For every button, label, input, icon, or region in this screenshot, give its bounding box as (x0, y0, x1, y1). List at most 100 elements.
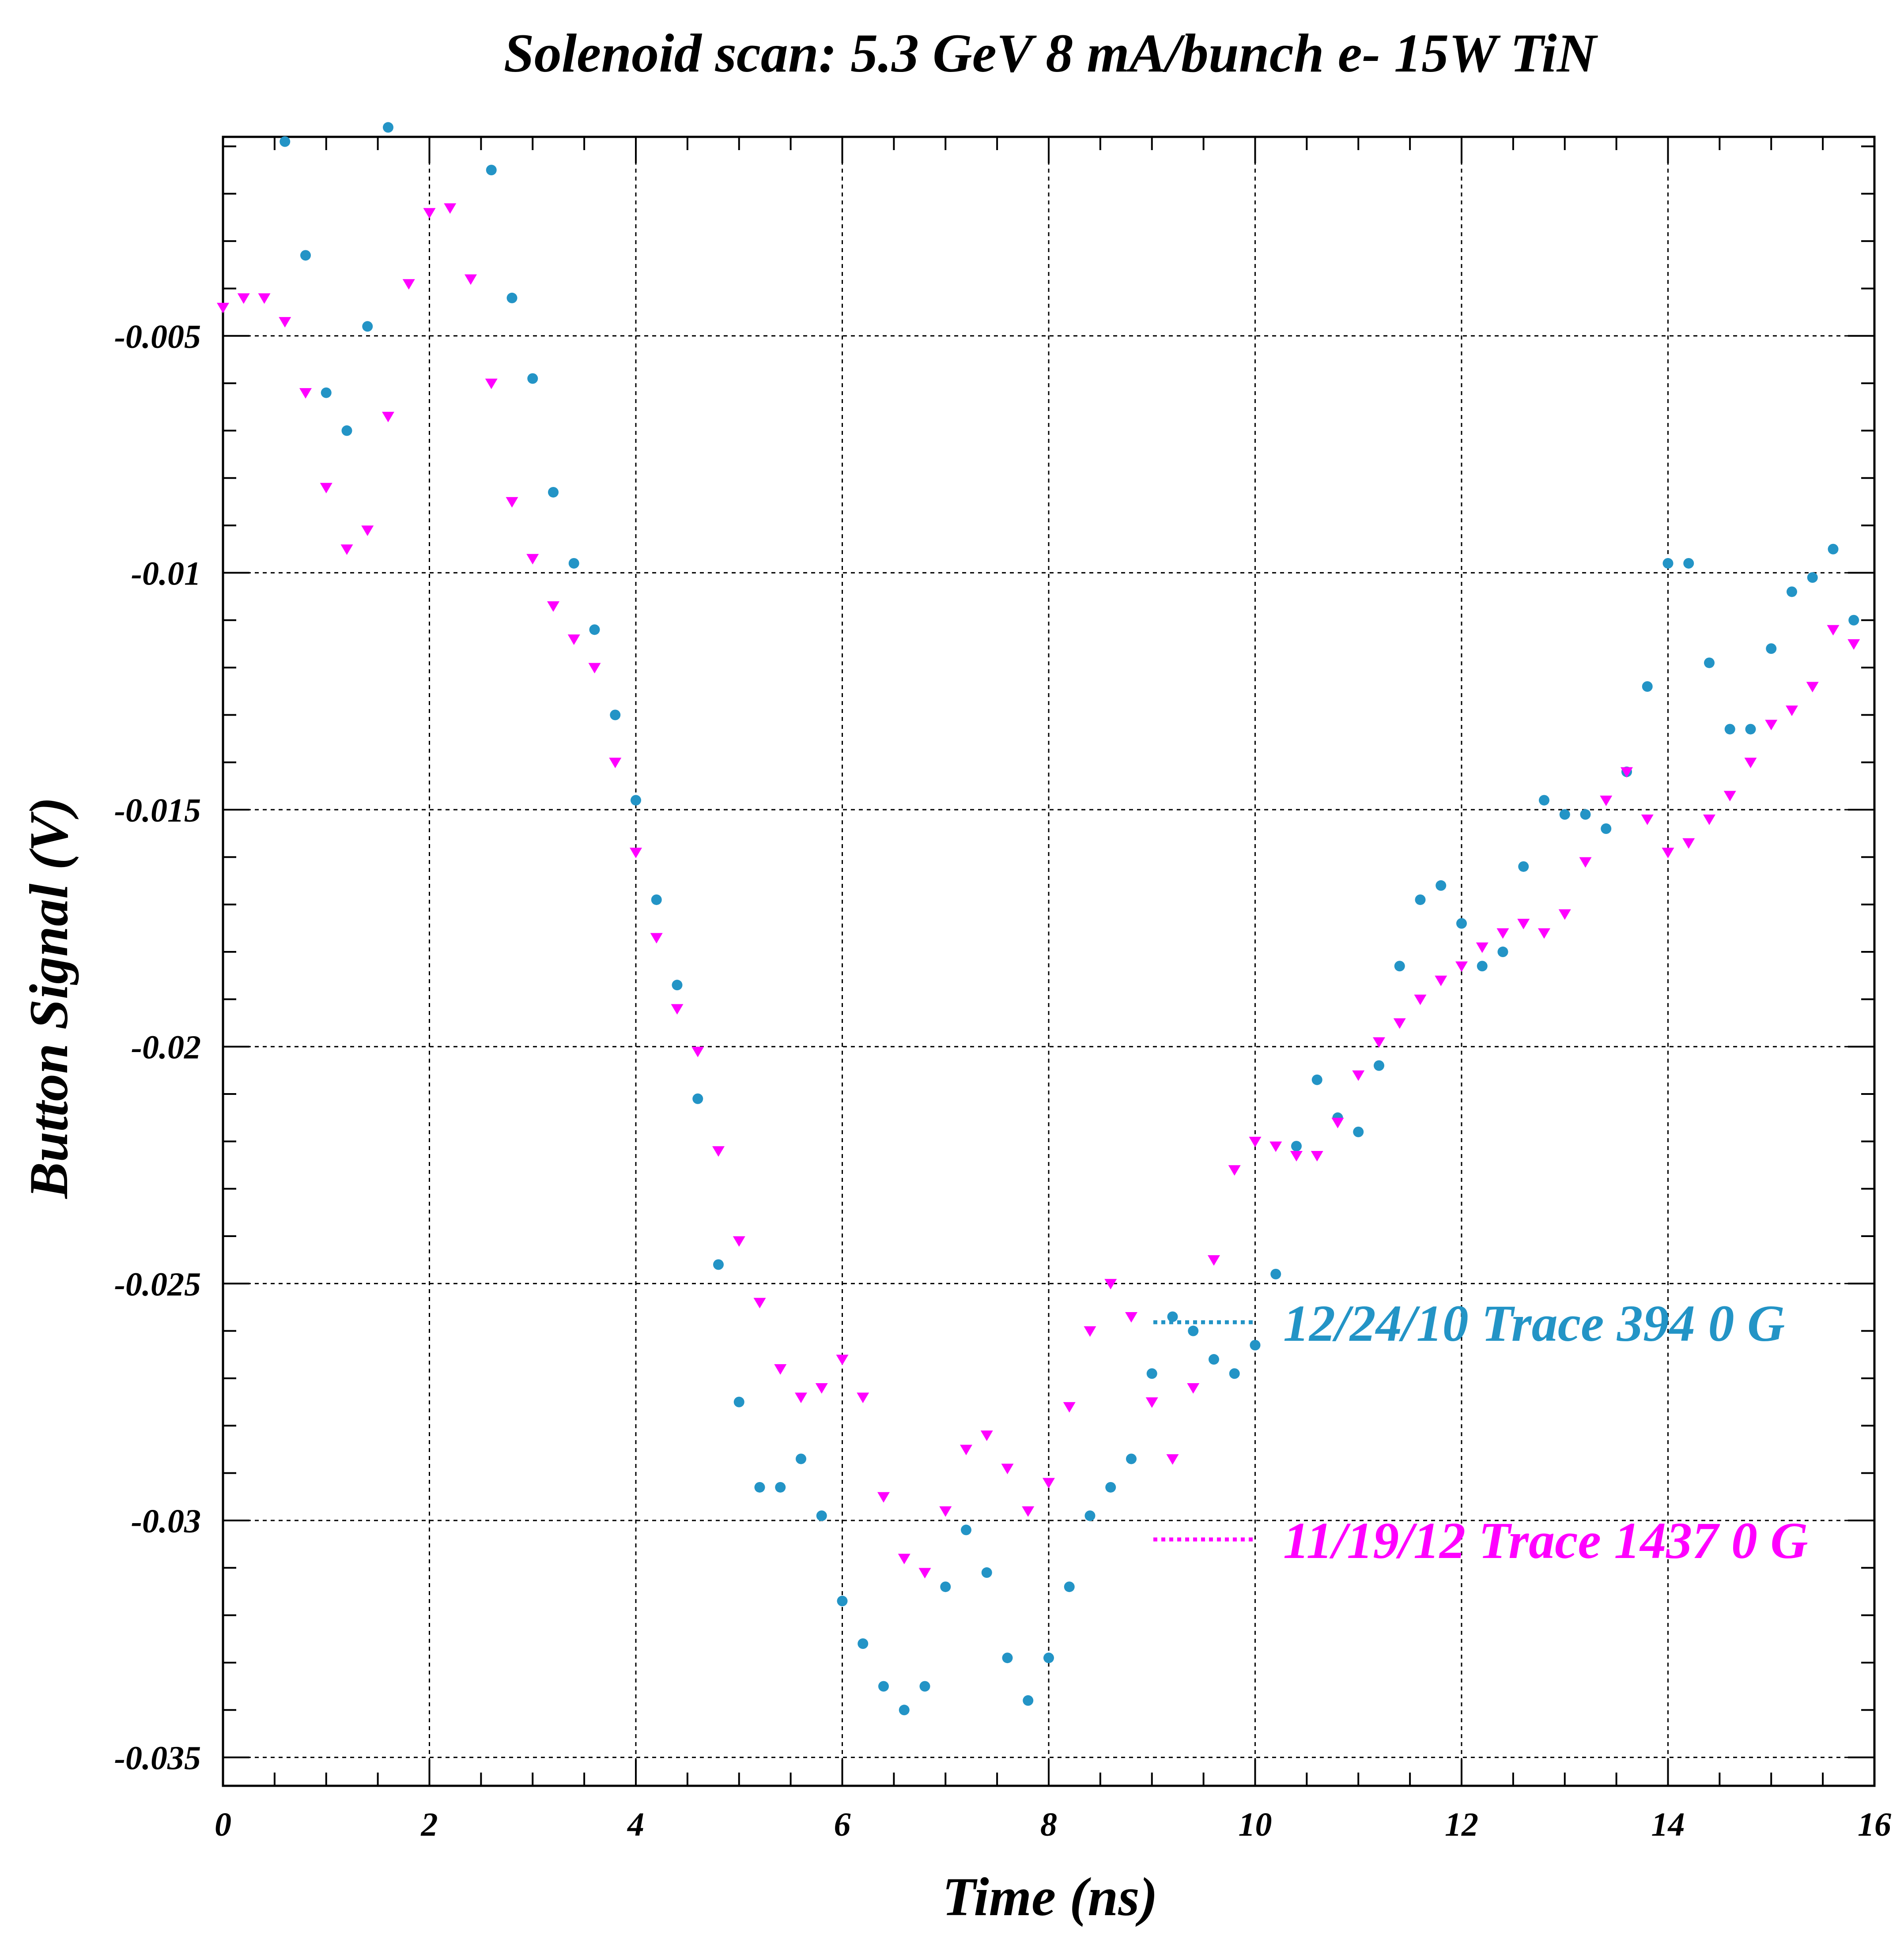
data-point-series-2 (1786, 705, 1798, 716)
data-point-series-1 (280, 136, 291, 147)
data-point-series-1 (1105, 1482, 1116, 1493)
data-point-series-1 (1828, 543, 1839, 555)
data-point-series-2 (712, 1146, 725, 1157)
data-point-series-1 (1477, 961, 1488, 972)
data-point-series-1 (940, 1581, 951, 1592)
x-tick-label: 12 (1445, 1806, 1478, 1843)
data-point-series-1 (981, 1567, 992, 1578)
data-point-series-2 (588, 663, 601, 674)
data-point-series-2 (1125, 1312, 1137, 1323)
data-point-series-1 (1539, 795, 1549, 806)
data-point-series-2 (1043, 1478, 1055, 1489)
data-point-series-1 (1126, 1453, 1137, 1464)
data-point-series-1 (568, 558, 579, 569)
data-point-series-2 (1393, 1018, 1406, 1029)
data-point-series-2 (361, 525, 374, 536)
data-point-series-2 (980, 1430, 993, 1441)
data-point-series-1 (1291, 1141, 1302, 1152)
data-point-series-2 (1187, 1383, 1200, 1394)
series-1-points (280, 122, 1859, 1716)
x-tick-labels: 0 2 4 6 8 10 12 14 16 (215, 1806, 1891, 1843)
data-point-series-2 (1558, 909, 1571, 920)
x-tick-label: 2 (421, 1806, 438, 1843)
x-tick-label: 16 (1858, 1806, 1891, 1843)
data-point-series-1 (1518, 861, 1529, 872)
data-point-series-1 (919, 1681, 930, 1692)
data-point-series-1 (1662, 558, 1674, 569)
data-point-series-2 (671, 1004, 684, 1015)
data-point-series-1 (816, 1510, 827, 1521)
data-point-series-2 (1806, 682, 1819, 693)
data-point-series-1 (1436, 880, 1447, 891)
legend-label-series-2: 11/19/12 Trace 1437 0 G (1283, 1512, 1808, 1569)
data-point-series-1 (300, 250, 311, 261)
data-point-series-1 (321, 387, 332, 398)
data-point-series-2 (1290, 1151, 1303, 1162)
data-point-series-2 (877, 1492, 890, 1503)
data-point-series-2 (1744, 758, 1757, 769)
data-point-series-1 (858, 1638, 869, 1649)
data-point-series-2 (1249, 1136, 1262, 1147)
data-point-series-1 (672, 980, 683, 991)
data-point-series-2 (857, 1392, 869, 1403)
data-point-series-2 (423, 208, 436, 219)
plot-frame (222, 136, 1876, 1787)
data-point-series-2 (1166, 1454, 1179, 1465)
data-point-series-2 (237, 293, 250, 304)
data-point-series-2 (1682, 838, 1695, 849)
y-tick-label: -0.02 (131, 1029, 201, 1066)
data-point-series-1 (1023, 1695, 1034, 1706)
y-axis-label: Button Signal (V) (19, 797, 79, 1200)
data-point-series-2 (630, 848, 642, 858)
data-point-series-1 (1167, 1311, 1178, 1322)
data-point-series-2 (650, 933, 663, 944)
y-tick-label: -0.01 (131, 555, 201, 592)
data-points (217, 122, 1860, 1716)
y-tick-label: -0.015 (114, 792, 201, 829)
data-point-series-1 (1043, 1652, 1054, 1664)
data-point-series-1 (1745, 724, 1756, 735)
data-point-series-2 (217, 302, 229, 313)
grid-lines (223, 137, 1874, 1786)
data-point-series-1 (1415, 894, 1426, 905)
data-point-series-1 (610, 709, 621, 721)
data-point-series-2 (898, 1554, 910, 1565)
data-point-series-2 (1208, 1255, 1220, 1266)
data-point-series-1 (631, 795, 641, 806)
data-point-series-2 (753, 1298, 766, 1309)
data-point-series-1 (1311, 1074, 1322, 1085)
data-point-series-2 (1641, 815, 1654, 825)
data-point-series-2 (1063, 1402, 1076, 1413)
data-point-series-2 (526, 554, 539, 565)
data-point-series-1 (1188, 1325, 1199, 1336)
data-point-series-2 (299, 388, 312, 399)
data-point-series-2 (320, 483, 332, 494)
data-point-series-1 (796, 1453, 806, 1464)
legend: 12/24/10 Trace 394 0 G 11/19/12 Trace 14… (1153, 1294, 1808, 1569)
data-point-series-2 (918, 1568, 931, 1579)
data-point-series-2 (444, 203, 457, 214)
data-point-series-2 (1621, 767, 1633, 778)
legend-label-series-1: 12/24/10 Trace 394 0 G (1283, 1294, 1785, 1352)
x-tick-label: 10 (1239, 1806, 1272, 1843)
data-point-series-1 (1146, 1368, 1157, 1379)
data-point-series-2 (279, 317, 291, 328)
data-point-series-2 (1022, 1506, 1035, 1517)
data-point-series-2 (1311, 1151, 1323, 1162)
data-point-series-1 (733, 1396, 744, 1407)
data-point-series-2 (939, 1506, 952, 1517)
data-point-series-1 (383, 122, 393, 133)
data-point-series-2 (1662, 848, 1674, 858)
data-point-series-2 (609, 758, 622, 769)
data-point-series-1 (1580, 809, 1591, 820)
data-point-series-2 (815, 1383, 828, 1394)
data-point-series-2 (567, 634, 580, 645)
data-point-series-1 (1250, 1339, 1261, 1351)
data-point-series-2 (960, 1445, 972, 1456)
data-point-series-1 (1456, 918, 1467, 929)
data-point-series-1 (1601, 823, 1612, 834)
y-tick-label: -0.025 (114, 1266, 201, 1303)
data-point-series-2 (465, 274, 477, 285)
data-point-series-2 (1373, 1037, 1385, 1048)
